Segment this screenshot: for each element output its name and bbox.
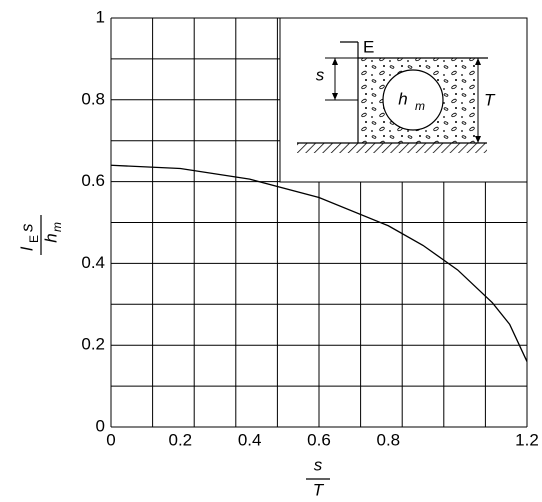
x-tick-label: 0.4	[238, 430, 262, 449]
y-label-subscript: E	[27, 235, 41, 243]
inset: E s T h m	[279, 17, 528, 183]
thickness-label: T	[484, 90, 496, 109]
x-tick-label: 0	[106, 430, 115, 449]
x-tick-label: 0.8	[377, 430, 401, 449]
x-tick-label: 0.2	[169, 430, 193, 449]
surface-label: E	[363, 37, 374, 56]
marks	[110, 164, 528, 362]
y-tick-label: 0.6	[81, 171, 105, 190]
y-label-symbol: l	[17, 246, 36, 251]
y-tick-label: 0.4	[81, 253, 105, 272]
inclusion	[382, 69, 444, 131]
x-label-numerator: s	[314, 455, 323, 474]
y-tick-label: 1	[96, 7, 105, 26]
x-tick-label: 0.6	[307, 430, 331, 449]
y-tick-label: 0.2	[81, 335, 105, 354]
y-label-suffix: s	[17, 223, 36, 232]
material-subscript: m	[415, 99, 425, 113]
axis-labels: s T l E s h m 0 0.2 0.4 0.6 0.8 1 0 0.2 0.4 0.6 0.…	[17, 7, 538, 499]
depth-label: s	[316, 65, 325, 84]
y-label-den-symbol: h	[41, 233, 60, 242]
x-label-denominator: T	[313, 480, 325, 499]
material-symbol: h	[398, 89, 407, 108]
line-series	[110, 164, 528, 362]
y-tick-label: 0.8	[81, 89, 105, 108]
x-tick-label: 1.2	[515, 430, 539, 449]
y-tick-label: 0	[96, 416, 105, 435]
ground-hatch	[297, 143, 487, 153]
y-label-den-subscript: m	[50, 222, 64, 232]
